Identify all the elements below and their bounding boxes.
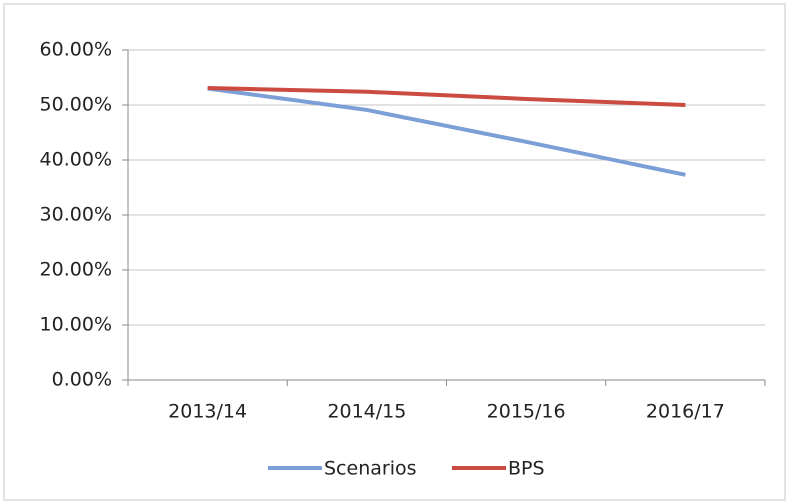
series-line [207,85,686,107]
x-tick-label: 2016/17 [646,401,725,423]
y-tick-label: 0.00% [52,369,112,391]
y-tick-label: 50.00% [40,94,112,116]
legend-label: Scenarios [324,458,417,480]
y-tick-label: 20.00% [40,259,112,281]
x-tick-label: 2014/15 [327,401,406,423]
legend-label: BPS [508,458,545,480]
chart-frame [3,3,786,501]
series-line [207,86,686,177]
y-tick-label: 30.00% [40,204,112,226]
y-tick-label: 60.00% [40,39,112,61]
x-tick-label: 2013/14 [168,401,247,423]
x-tick-label: 2015/16 [487,401,566,423]
y-tick-label: 10.00% [40,314,112,336]
y-tick-label: 40.00% [40,149,112,171]
